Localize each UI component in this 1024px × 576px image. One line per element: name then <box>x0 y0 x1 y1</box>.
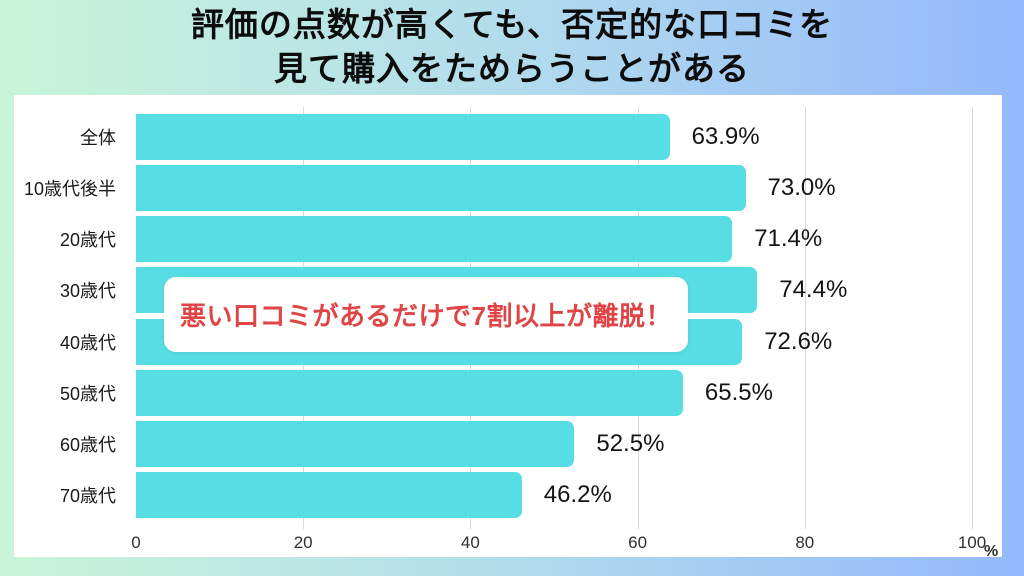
category-label: 10歳代後半 <box>23 178 116 199</box>
x-tick-label: 40 <box>460 533 480 552</box>
annotation-box: 悪い口コミがあるだけで7割以上が離脱！ <box>164 277 688 352</box>
category-label: 30歳代 <box>59 281 116 302</box>
category-label: 60歳代 <box>59 435 116 456</box>
value-label: 73.0% <box>767 173 836 201</box>
bar-row: 全体 63.9% <box>20 111 971 162</box>
x-tick-label: 80 <box>795 533 815 552</box>
gridline <box>804 107 806 529</box>
bar-row: 60歳代 52.5% <box>20 419 971 470</box>
annotation-text: 悪い口コミがあるだけで7割以上が離脱！ <box>180 301 672 331</box>
bar <box>136 113 670 160</box>
category-label: 50歳代 <box>59 383 116 404</box>
gridline <box>972 107 973 529</box>
bar <box>136 216 733 263</box>
bar-track: 71.4% <box>136 216 971 263</box>
x-tick-label: 0 <box>131 533 141 552</box>
value-label: 71.4% <box>754 225 823 253</box>
chart-panel: 全体 63.9% 10歳代後半 73.0% 20歳代 71.4% 30歳代 74.4% 40歳代… <box>14 95 1002 560</box>
bar <box>136 369 683 416</box>
bar-track: 73.0% <box>136 164 971 211</box>
category-label: 70歳代 <box>59 486 116 507</box>
bar-track: 46.2% <box>136 472 971 519</box>
x-tick-label: 60 <box>628 533 648 552</box>
bar <box>136 472 522 519</box>
x-tick-label: 100 <box>957 533 987 552</box>
bar-track: 65.5% <box>136 369 971 416</box>
x-axis-unit: % <box>984 543 999 560</box>
bar-track: 63.9% <box>136 113 971 160</box>
category-label: 全体 <box>80 127 116 148</box>
value-label: 72.6% <box>764 327 833 355</box>
value-label: 52.5% <box>596 430 665 458</box>
bar-track: 52.5% <box>136 421 971 468</box>
bar <box>136 164 746 211</box>
bar <box>136 421 575 468</box>
x-tick-label: 20 <box>293 533 313 552</box>
category-label: 20歳代 <box>59 230 116 251</box>
chart-title-line-1: 評価の点数が高くても、否定的な口コミを <box>190 6 834 43</box>
bar-row: 50歳代 65.5% <box>20 367 971 418</box>
bar-row: 20歳代 71.4% <box>20 214 971 265</box>
bar-row: 10歳代後半 73.0% <box>20 162 971 213</box>
category-label: 40歳代 <box>59 332 116 353</box>
bar-row: 70歳代 46.2% <box>20 470 971 521</box>
chart-title-line-2: 見て購入をためらうことがある <box>274 50 750 87</box>
chart-title: 評価の点数が高くても、否定的な口コミを 見て購入をためらうことがある <box>0 3 1024 91</box>
x-axis: 0 20 40 60 80 100% <box>131 533 998 560</box>
value-label: 74.4% <box>779 276 848 304</box>
value-label: 46.2% <box>543 481 612 509</box>
value-label: 63.9% <box>691 122 760 150</box>
value-label: 65.5% <box>704 378 773 406</box>
